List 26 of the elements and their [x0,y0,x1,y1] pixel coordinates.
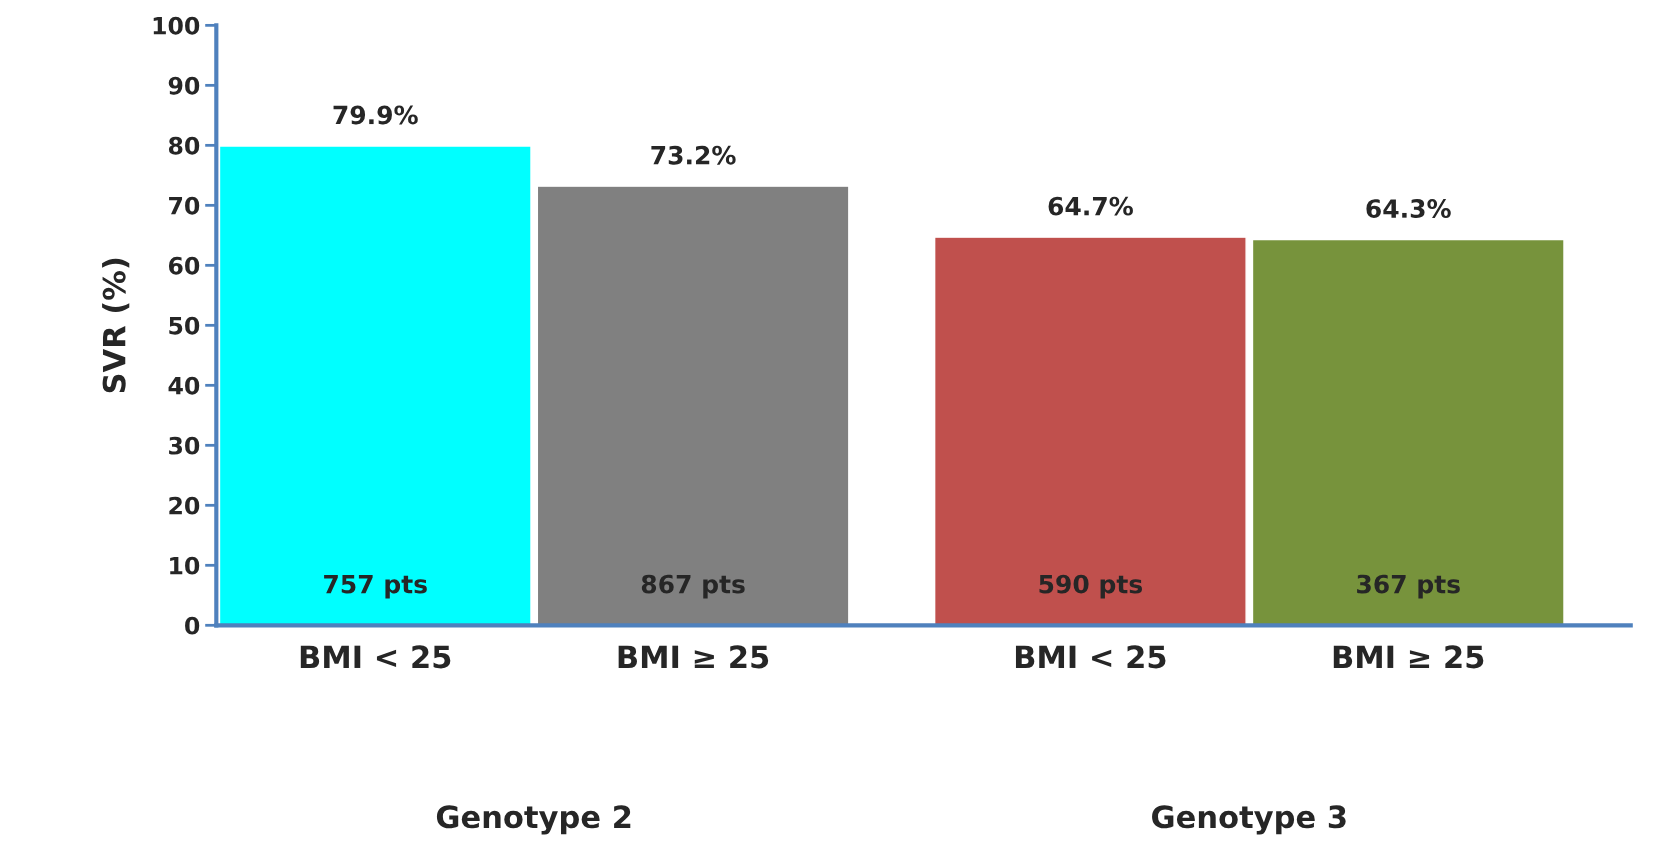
annotation: 867 pts [641,574,745,599]
x-tick-label: BMI < 25 [1015,645,1166,669]
y-tick-label: 100 [153,16,200,35]
y-tick-label: 0 [185,616,200,635]
y-axis-title: SVR (%) [102,258,130,393]
y-tick-label: 10 [170,556,200,575]
y-tick-label: 90 [168,76,200,95]
y-tick-label: 70 [169,196,200,215]
x-tick-label: BMI < 25 [300,645,451,669]
data-label: 64.3% [1366,199,1451,219]
y-tick-label: 20 [169,496,200,515]
y-tick-label: 50 [169,316,200,335]
data-label: 64.7% [1048,196,1133,216]
annotation: 367 pts [1357,574,1460,599]
text: Genotype 2 [436,805,631,835]
annotation: 590 pts [1039,574,1143,599]
data-label: 73.2% [651,145,736,165]
y-tick-label: 40 [168,376,200,395]
y-tick-label: 80 [168,136,200,155]
x-tick-label: BMI ≥ 25 [1333,645,1484,669]
annotation: 757 pts [324,574,427,599]
y-tick-label: 60 [168,256,200,275]
x-tick-label: BMI ≥ 25 [618,645,769,669]
data-label: 79.9% [333,105,418,125]
y-tick-label: 30 [169,436,200,455]
text: Genotype 3 [1152,805,1346,835]
